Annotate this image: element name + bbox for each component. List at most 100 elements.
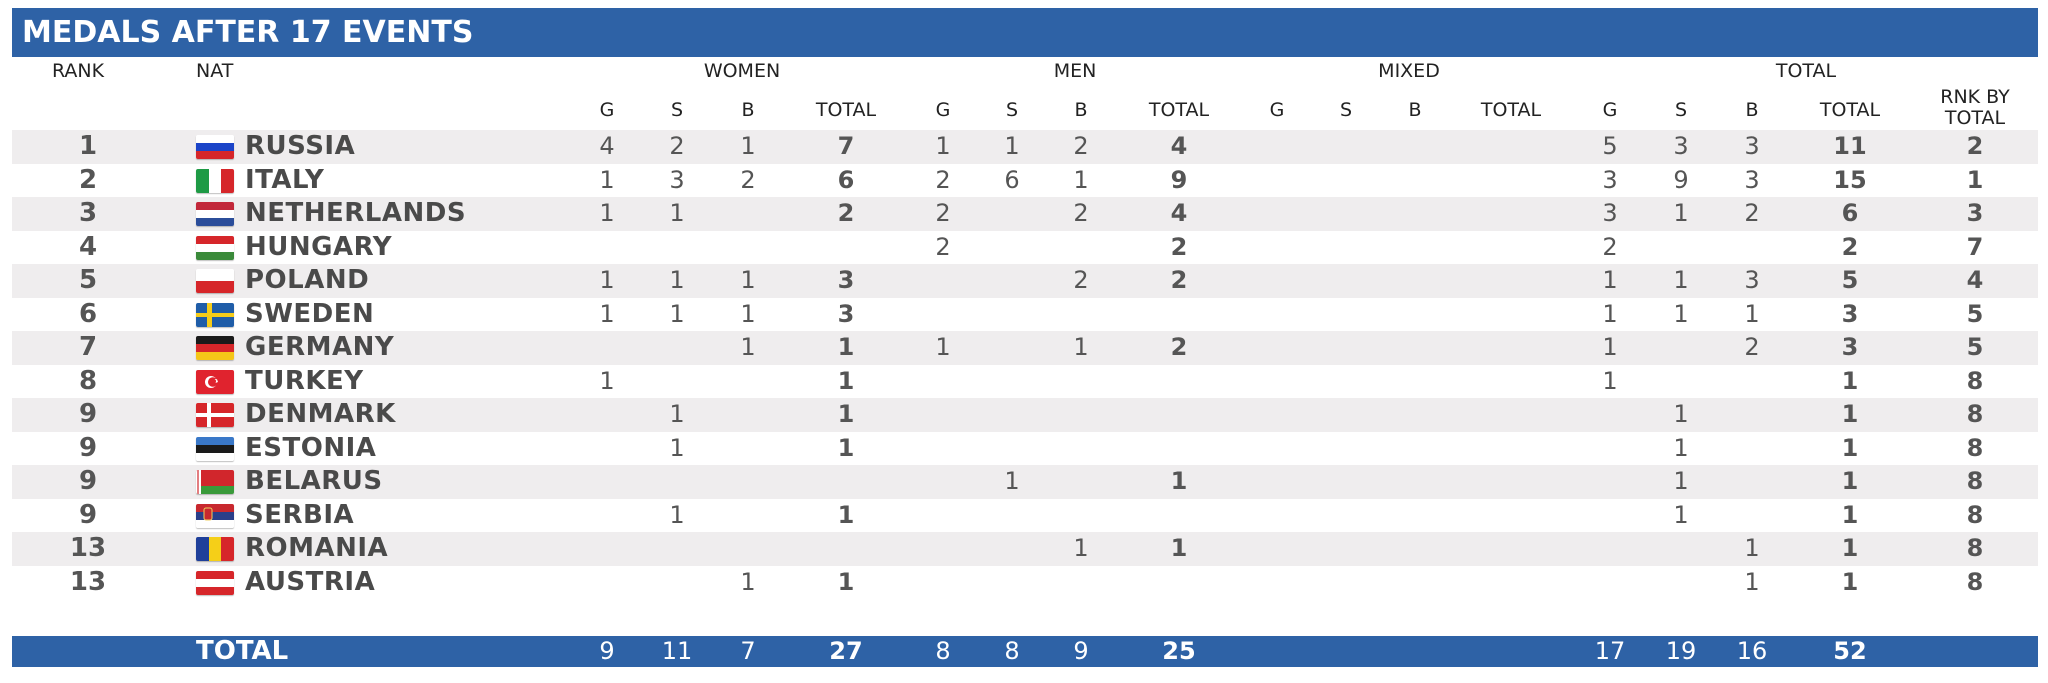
total-silver-cell: 1 <box>1673 467 1689 495</box>
rank-cell: 8 <box>78 365 98 396</box>
men-gold-cell: 1 <box>935 333 951 361</box>
header-women-s: S <box>670 99 684 121</box>
totals-women-bronze: 7 <box>740 637 756 665</box>
totals-men-total: 25 <box>1162 637 1196 665</box>
table-row: 2 ITALY 1 3 2 6 2 6 1 9 3 9 3 15 1 <box>12 164 2038 198</box>
totals-men-gold: 8 <box>935 637 951 665</box>
austria-flag-icon <box>196 570 234 595</box>
page-title: MEDALS AFTER 17 EVENTS <box>12 8 2038 57</box>
women-silver-cell: 3 <box>669 165 685 194</box>
total-total-cell: 1 <box>1841 500 1859 529</box>
table-row: 1 RUSSIA 4 2 1 7 1 1 2 4 5 3 3 11 2 <box>12 130 2038 164</box>
total-gold-cell: 1 <box>1602 333 1618 361</box>
women-bronze-cell: 1 <box>740 299 756 328</box>
women-total-cell: 3 <box>837 266 855 294</box>
men-bronze-cell: 1 <box>1073 333 1089 361</box>
header-mixed-total: TOTAL <box>1480 99 1542 121</box>
women-gold-cell: 4 <box>599 132 615 160</box>
rank-cell: 2 <box>78 164 98 195</box>
total-total-cell: 1 <box>1841 467 1859 495</box>
header-women-b: B <box>741 99 755 121</box>
table-row: 5 POLAND 1 1 1 3 2 2 1 1 3 5 4 <box>12 264 2038 298</box>
nation-name: GERMANY <box>245 332 395 362</box>
total-gold-cell: 5 <box>1602 132 1618 160</box>
women-total-cell: 1 <box>837 400 855 428</box>
romania-flag-icon <box>196 537 234 561</box>
totals-total-total: 52 <box>1833 637 1867 665</box>
header-mixed-s: S <box>1339 99 1353 121</box>
men-silver-cell: 1 <box>1004 467 1020 495</box>
nation-name: ITALY <box>245 164 325 195</box>
women-silver-cell: 1 <box>669 299 685 328</box>
men-bronze-cell: 2 <box>1073 199 1089 227</box>
rank-cell: 5 <box>78 265 98 295</box>
table-row: 8 TURKEY 1 1 1 1 8 <box>12 365 2038 399</box>
rank-by-total-cell: 3 <box>1966 199 1984 227</box>
women-gold-cell: 1 <box>599 266 615 294</box>
women-total-cell: 2 <box>837 199 855 227</box>
total-silver-cell: 1 <box>1673 299 1689 328</box>
nation-name: SERBIA <box>245 499 355 530</box>
totals-women-total: 27 <box>829 637 863 665</box>
header-men-b: B <box>1074 99 1088 121</box>
total-total-cell: 11 <box>1833 132 1867 160</box>
women-total-cell: 1 <box>837 500 855 529</box>
rank-by-total-cell: 8 <box>1966 467 1984 495</box>
russia-flag-icon <box>196 135 234 159</box>
nation-name: ESTONIA <box>245 432 377 463</box>
header-mixed: MIXED <box>1378 60 1440 82</box>
header-rank: RANK <box>51 60 105 82</box>
italy-flag-icon <box>196 168 234 193</box>
denmark-flag-icon <box>196 403 234 427</box>
nation-name: TURKEY <box>245 365 364 396</box>
total-silver-cell: 9 <box>1673 165 1689 194</box>
rank-by-total-cell: 1 <box>1966 165 1984 194</box>
men-gold-cell: 2 <box>935 199 951 227</box>
header-mixed-b: B <box>1408 99 1422 121</box>
women-total-cell: 1 <box>837 567 855 596</box>
men-total-cell: 2 <box>1170 266 1188 294</box>
table-row: 9 SERBIA 1 1 1 1 8 <box>12 499 2038 533</box>
nation-name: POLAND <box>245 265 370 295</box>
rank-by-total-cell: 8 <box>1966 567 1984 596</box>
rank-by-total-cell: 4 <box>1966 266 1984 294</box>
totals-women-silver: 11 <box>661 637 693 665</box>
women-gold-cell: 1 <box>599 199 615 227</box>
belarus-flag-icon <box>196 470 234 494</box>
total-total-cell: 1 <box>1841 400 1859 428</box>
total-total-cell: 1 <box>1841 567 1859 596</box>
nation-name: AUSTRIA <box>245 566 376 597</box>
totals-men-bronze: 9 <box>1073 637 1089 665</box>
header-men-total: TOTAL <box>1148 99 1210 121</box>
totals-label: TOTAL <box>196 636 289 666</box>
totals-total-gold: 17 <box>1594 637 1626 665</box>
total-bronze-cell: 1 <box>1744 534 1760 562</box>
header-mixed-g: G <box>1269 99 1285 121</box>
men-bronze-cell: 2 <box>1073 266 1089 294</box>
women-total-cell: 6 <box>837 165 855 194</box>
total-bronze-cell: 3 <box>1744 132 1760 160</box>
nation-name: NETHERLANDS <box>245 198 467 228</box>
nation-name: SWEDEN <box>245 298 375 329</box>
rank-by-total-cell: 8 <box>1966 433 1984 462</box>
nation-name: DENMARK <box>245 399 396 429</box>
total-silver-cell: 1 <box>1673 266 1689 294</box>
total-total-cell: 6 <box>1841 199 1859 227</box>
women-silver-cell: 1 <box>669 500 685 529</box>
men-gold-cell: 2 <box>935 165 951 194</box>
rank-cell: 9 <box>78 432 98 463</box>
sweden-flag-icon <box>196 302 234 327</box>
header-total-s: S <box>1674 99 1688 121</box>
total-total-cell: 1 <box>1841 534 1859 562</box>
total-bronze-cell: 2 <box>1744 333 1760 361</box>
total-gold-cell: 1 <box>1602 266 1618 294</box>
header-men-g: G <box>935 99 951 121</box>
men-bronze-cell: 1 <box>1073 534 1089 562</box>
totals-women-gold: 9 <box>599 637 615 665</box>
rank-by-total-cell: 8 <box>1966 400 1984 428</box>
women-total-cell: 1 <box>837 433 855 462</box>
total-total-cell: 3 <box>1841 299 1859 328</box>
total-bronze-cell: 3 <box>1744 266 1760 294</box>
men-total-cell: 4 <box>1170 199 1188 227</box>
men-gold-cell: 2 <box>935 232 951 261</box>
